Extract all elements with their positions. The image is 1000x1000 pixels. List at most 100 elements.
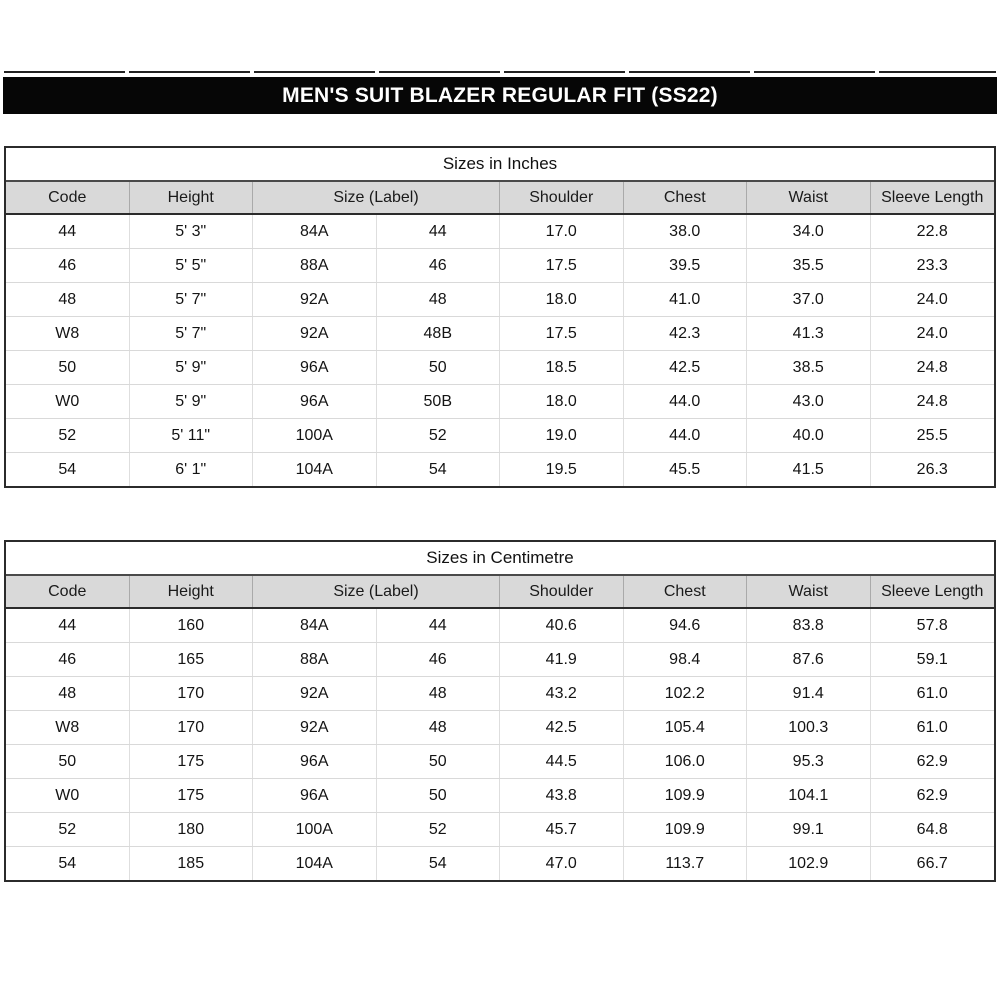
table-cell: 160 [130,609,253,642]
table-cell: 88A [253,249,377,282]
table-cell: 92A [253,283,377,316]
table-cell: 113.7 [624,847,747,880]
table-cell: 48B [377,317,500,350]
table-cell: 46 [6,249,130,282]
table-sizes-inches: Sizes in Inches Code Height Size (Label)… [4,146,996,488]
table-cell: 50 [377,779,500,812]
table-cell: 19.5 [500,453,624,486]
table-cell: 26.3 [916,460,948,478]
table-cell: 41.5 [747,453,871,486]
table-cell: 104.1 [747,779,871,812]
table-row: 48 170 92A 48 43.2 102.2 91.4 61.0 [6,677,994,711]
col-header-height: Height [130,182,253,213]
table-cell: 24.8 [916,358,948,376]
col-header-waist: Waist [747,576,871,607]
table-cell: 92A [253,711,377,744]
table-cell: 44 [6,609,130,642]
table-cell: 87.6 [747,643,871,676]
table-cell: W0 [6,385,130,418]
table-cell: 52 [6,813,130,846]
table-cell: 48 [6,677,130,710]
table-cell: 91.4 [747,677,871,710]
table-cell: 64.8 [916,820,948,838]
table-row: 46 165 88A 46 41.9 98.4 87.6 59.1 [6,643,994,677]
table-cell: 38.0 [624,215,747,248]
col-header-chest: Chest [624,182,747,213]
table-cell: 44.0 [624,385,747,418]
table-cell: W0 [6,779,130,812]
table-cell: 170 [130,677,253,710]
table-cell: 47.0 [500,847,624,880]
table-cell: 48 [377,283,500,316]
table-cell: 24.0 [916,324,948,342]
table-cell: 88A [253,643,377,676]
table-header-row: Code Height Size (Label) Shoulder Chest … [6,182,994,215]
table-sizes-centimetre: Sizes in Centimetre Code Height Size (La… [4,540,996,882]
table-cell: 92A [253,317,377,350]
table-row: 48 5' 7" 92A 48 18.0 41.0 37.0 24.0 [6,283,994,317]
table-row: 46 5' 5" 88A 46 17.5 39.5 35.5 23.3 [6,249,994,283]
table-cell: 96A [253,351,377,384]
table-cell: 84A [253,609,377,642]
table-cell: 5' 11" [130,419,253,452]
table-body-inches: 44 5' 3" 84A 44 17.0 38.0 34.0 22.8 46 5' 5" 88A 46… [6,215,994,486]
page-title-bar: MEN'S SUIT BLAZER REGULAR FIT (SS22) [3,77,997,114]
table-cell: 165 [130,643,253,676]
table-cell: 45.7 [500,813,624,846]
col-header-height: Height [130,576,253,607]
table-cell: 25.5 [916,426,948,444]
table-cell: 18.5 [500,351,624,384]
table-cell: 102.2 [624,677,747,710]
table-cell: 96A [253,745,377,778]
table-cell: 54 [6,453,130,486]
col-header-size-label: Size (Label) [253,576,500,607]
table-row: 52 180 100A 52 45.7 109.9 99.1 64.8 [6,813,994,847]
table-cell: 41.0 [624,283,747,316]
table-cell: 106.0 [624,745,747,778]
table-cell: 50 [6,351,130,384]
table-cell: 50B [377,385,500,418]
table-cell: 46 [377,643,500,676]
table-cell: 175 [130,745,253,778]
table-cell: 59.1 [916,650,948,668]
table-cell: W8 [6,711,130,744]
col-header-chest: Chest [624,576,747,607]
table-cell: 46 [377,249,500,282]
col-header-sleeve-length: Sleeve Length [881,188,984,206]
table-cell: 43.8 [500,779,624,812]
table-cell: 95.3 [747,745,871,778]
table-cell: 18.0 [500,283,624,316]
table-cell: 44 [377,215,500,248]
table-cell: 62.9 [916,752,948,770]
table-cell: 104A [253,847,377,880]
gridline-top [4,71,996,73]
table-cell: 98.4 [624,643,747,676]
table-row: W8 5' 7" 92A 48B 17.5 42.3 41.3 24.0 [6,317,994,351]
table-cell: 5' 9" [130,385,253,418]
table-cell: 109.9 [624,813,747,846]
table-cell: 17.0 [500,215,624,248]
table-cell: 43.2 [500,677,624,710]
table-cell: 100A [253,813,377,846]
table-cell: 48 [6,283,130,316]
table-cell: 44 [377,609,500,642]
page-title: MEN'S SUIT BLAZER REGULAR FIT (SS22) [282,83,718,107]
table-cell: 18.0 [500,385,624,418]
table-cell: 41.3 [747,317,871,350]
table-cell: 5' 7" [130,283,253,316]
table-cell: 44.5 [500,745,624,778]
table-cell: 84A [253,215,377,248]
table-cell: 5' 9" [130,351,253,384]
table-cell: 54 [377,453,500,486]
table-cell: 52 [377,813,500,846]
table-cell: 94.6 [624,609,747,642]
table-header-row: Code Height Size (Label) Shoulder Chest … [6,576,994,609]
table-row: W8 170 92A 48 42.5 105.4 100.3 61.0 [6,711,994,745]
table-cell: 83.8 [747,609,871,642]
table-cell: 62.9 [916,786,948,804]
table-row: 50 5' 9" 96A 50 18.5 42.5 38.5 24.8 [6,351,994,385]
table-cell: 39.5 [624,249,747,282]
table-cell: 175 [130,779,253,812]
table-row: 44 160 84A 44 40.6 94.6 83.8 57.8 [6,609,994,643]
col-header-sleeve-length: Sleeve Length [881,582,984,600]
